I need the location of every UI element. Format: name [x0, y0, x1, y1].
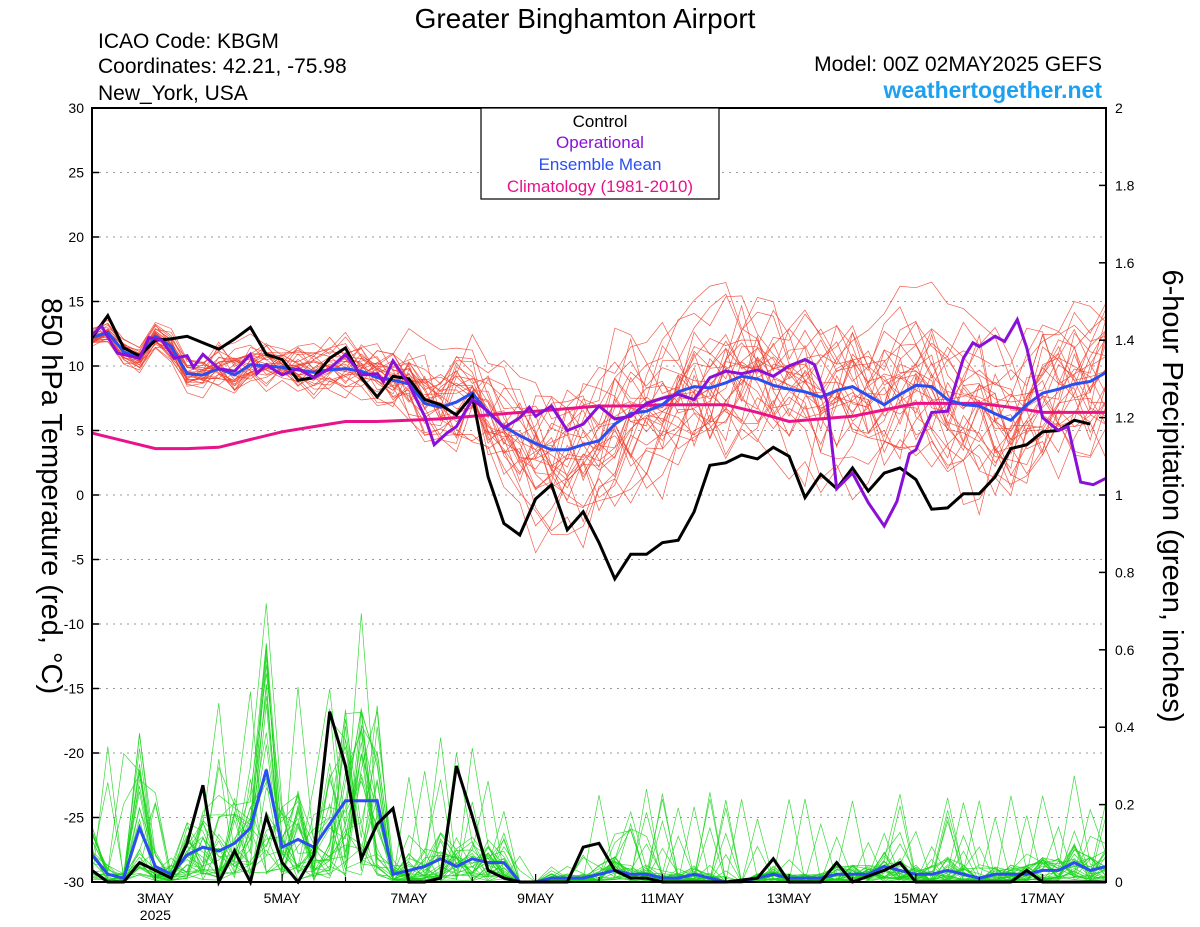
x-tick-label: 7MAY: [390, 890, 428, 906]
y-left-tick-label: -10: [64, 616, 84, 632]
website-link[interactable]: weathertogether.net: [882, 77, 1102, 103]
location: New_York, USA: [98, 82, 248, 105]
icao-code: ICAO Code: KBGM: [98, 30, 279, 53]
mean-temperature-line: [91, 330, 1107, 452]
y-left-tick-label: 0: [76, 487, 84, 503]
x-tick-sublabel: 2025: [140, 907, 171, 923]
y-right-tick-label: 0.8: [1115, 564, 1135, 580]
y-right-tick-label: 0.4: [1115, 719, 1135, 735]
axis-ticks: 302520151050-5-10-15-20-25-3021.81.61.41…: [64, 100, 1135, 923]
member-temperature-line: [91, 319, 1107, 455]
legend-operational: Operational: [556, 133, 644, 152]
member-temperature-line: [91, 316, 1107, 489]
y-left-tick-label: 25: [68, 165, 84, 181]
member-temperature-line: [91, 295, 1107, 461]
legend-box: [480, 107, 720, 200]
y-left-tick-label: 30: [68, 100, 84, 116]
x-tick-label: 9MAY: [517, 890, 555, 906]
member-precip-line: [91, 656, 1107, 883]
y-left-tick-label: 15: [68, 294, 84, 310]
y-right-tick-label: 1: [1115, 487, 1123, 503]
x-tick-label: 11MAY: [640, 890, 684, 906]
y-right-tick-label: 1.2: [1115, 410, 1135, 426]
member-precip-line: [91, 709, 1107, 883]
control-precip-line: [91, 711, 1106, 887]
member-temperature-line: [91, 333, 1107, 490]
legend: Control Operational Ensemble Mean Climat…: [480, 107, 720, 200]
chart-title: Greater Binghamton Airport: [415, 3, 756, 34]
x-tick-label: 15MAY: [893, 890, 939, 906]
control-temperature-line: [90, 312, 1091, 583]
y-left-tick-label: -15: [64, 681, 84, 697]
y-left-tick-label: 5: [76, 423, 84, 439]
y-left-tick-label: 20: [68, 229, 84, 245]
member-temperature-line: [91, 329, 1107, 536]
y-right-tick-label: 1.8: [1115, 177, 1135, 193]
y-left-tick-label: -20: [64, 745, 84, 761]
x-tick-label: 3MAY: [137, 890, 175, 906]
y-axis-right-label: 6-hour Precipitation (green, inches): [1156, 270, 1188, 723]
legend-ensemble-mean: Ensemble Mean: [539, 155, 662, 174]
coordinates: Coordinates: 42.21, -75.98: [98, 55, 347, 78]
operational-temperature-line: [90, 315, 1107, 529]
member-temperature-line: [91, 324, 1107, 516]
member-temperature-line: [91, 313, 1107, 467]
y-left-tick-label: -30: [64, 874, 84, 890]
y-right-tick-label: 1.4: [1115, 332, 1135, 348]
mean-precip-line: [90, 769, 1107, 884]
x-tick-label: 13MAY: [767, 890, 813, 906]
y-right-tick-label: 2: [1115, 100, 1123, 116]
model-run: Model: 00Z 02MAY2025 GEFS: [814, 53, 1102, 76]
y-axis-left-label: 850 hPa Temperature (red, °C): [35, 298, 67, 694]
y-right-tick-label: 0.6: [1115, 642, 1135, 658]
legend-control: Control: [573, 112, 628, 131]
highlight-series-lines: [90, 312, 1107, 887]
x-tick-label: 5MAY: [264, 890, 302, 906]
y-left-tick-label: 10: [68, 358, 84, 374]
member-temperature-line: [91, 302, 1107, 460]
y-left-tick-label: -25: [64, 810, 84, 826]
y-right-tick-label: 1.6: [1115, 255, 1135, 271]
y-left-tick-label: -5: [72, 552, 85, 568]
legend-climatology: Climatology (1981-2010): [507, 177, 693, 196]
x-tick-label: 17MAY: [1020, 890, 1066, 906]
y-right-tick-label: 0.2: [1115, 797, 1135, 813]
y-right-tick-label: 0: [1115, 874, 1123, 890]
